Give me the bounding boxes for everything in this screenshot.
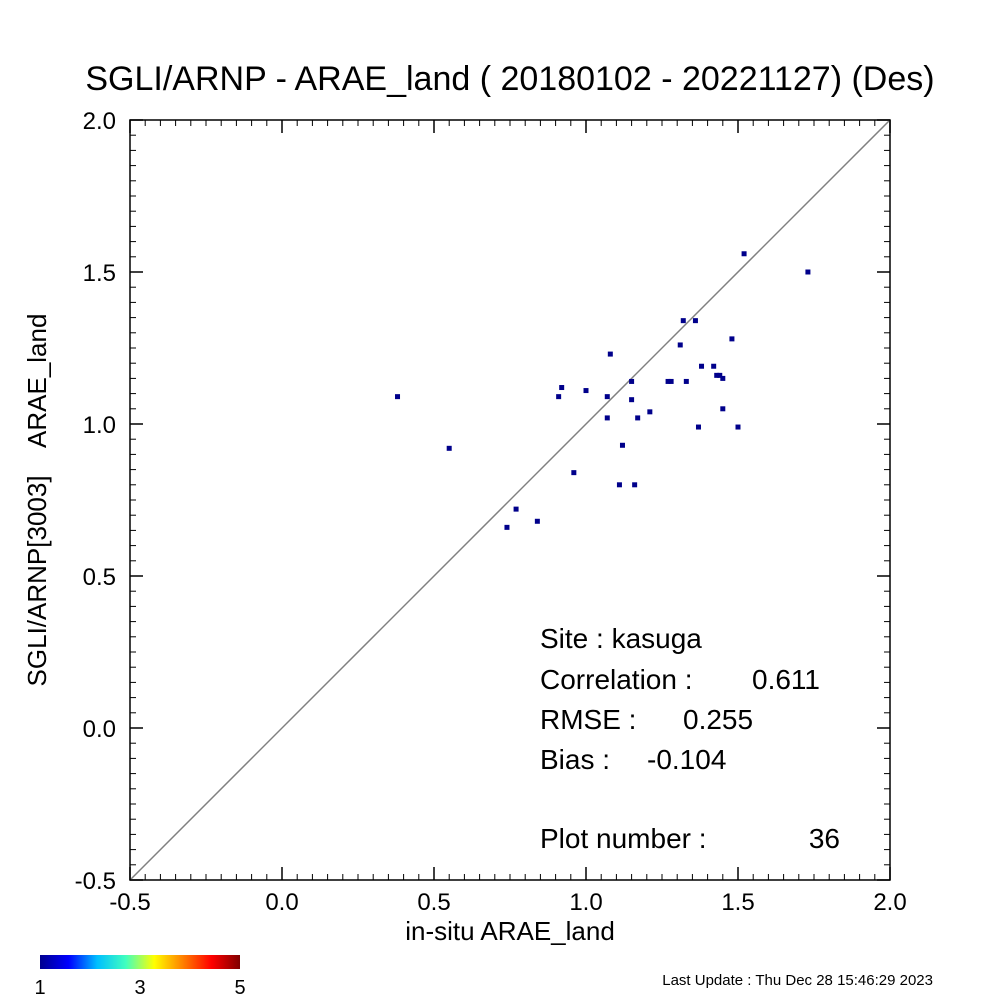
x-tick-labels: -0.5 0.0 0.5 1.0 1.5 2.0	[109, 889, 906, 916]
data-point	[717, 372, 723, 378]
y-tick-label: 0.5	[83, 564, 116, 591]
data-point	[729, 336, 735, 342]
data-point	[647, 409, 653, 415]
data-point	[604, 415, 610, 421]
data-point	[556, 394, 562, 400]
data-point	[683, 378, 689, 384]
data-point	[607, 351, 613, 357]
data-point	[668, 378, 674, 384]
major-ticks	[129, 119, 891, 881]
y-tick-label: 2.0	[83, 108, 116, 135]
x-tick-label: -0.5	[109, 889, 150, 916]
data-point	[534, 518, 540, 524]
data-point	[665, 378, 671, 384]
bias-value: -0.104	[647, 744, 726, 775]
y-tick-label: -0.5	[75, 868, 116, 895]
data-point	[677, 342, 683, 348]
data-point	[559, 385, 565, 391]
data-point	[395, 394, 401, 400]
colorbar-label: 5	[234, 977, 245, 999]
data-point	[714, 372, 720, 378]
data-point	[616, 482, 622, 488]
rmse-label: RMSE :	[540, 704, 636, 735]
plot-number-label: Plot number :	[540, 823, 707, 854]
data-point	[629, 397, 635, 403]
x-tick-label: 1.5	[721, 889, 754, 916]
plot-number-value: 36	[809, 823, 840, 854]
data-point	[692, 318, 698, 324]
data-point	[805, 269, 811, 275]
y-tick-label: 1.5	[83, 260, 116, 287]
colorbar-labels: 1 3 5	[34, 977, 245, 999]
data-point	[680, 318, 686, 324]
y-tick-labels: -0.5 0.0 0.5 1.0 1.5 2.0	[75, 108, 116, 895]
data-point	[604, 394, 610, 400]
data-point	[699, 363, 705, 369]
colorbar-label: 3	[134, 977, 145, 999]
x-tick-label: 2.0	[873, 889, 906, 916]
data-point	[446, 445, 452, 451]
last-update: Last Update : Thu Dec 28 15:46:29 2023	[662, 972, 933, 989]
x-tick-label: 0.0	[265, 889, 298, 916]
x-axis-label: in-situ ARAE_land	[405, 916, 615, 946]
colorbar-label: 1	[34, 977, 45, 999]
rmse-value: 0.255	[683, 704, 753, 735]
data-point	[720, 375, 726, 381]
y-tick-label: 1.0	[83, 412, 116, 439]
data-point	[735, 424, 741, 430]
data-point	[513, 506, 519, 512]
y-axis-label: SGLI/ARNP[3003] ARAE_land	[22, 314, 52, 687]
data-point	[632, 482, 638, 488]
correlation-label: Correlation :	[540, 664, 693, 695]
data-point	[695, 424, 701, 430]
correlation-value: 0.611	[752, 664, 820, 695]
site-label: Site : kasuga	[540, 623, 702, 654]
data-point	[571, 470, 577, 476]
bias-label: Bias :	[540, 744, 610, 775]
data-point	[720, 406, 726, 412]
data-point	[711, 363, 717, 369]
data-point	[741, 251, 747, 257]
x-tick-label: 0.5	[417, 889, 450, 916]
data-points	[395, 251, 811, 530]
stats-box: Site : kasuga Correlation : 0.611 RMSE :…	[540, 623, 840, 854]
data-point	[583, 388, 589, 394]
x-tick-label: 1.0	[569, 889, 602, 916]
one-to-one-line	[130, 120, 890, 880]
y-tick-label: 0.0	[83, 716, 116, 743]
data-point	[629, 378, 635, 384]
data-point	[619, 442, 625, 448]
colorbar	[40, 955, 240, 969]
data-point	[635, 415, 641, 421]
data-point	[504, 524, 510, 530]
chart-title: SGLI/ARNP - ARAE_land ( 20180102 - 20221…	[85, 60, 934, 98]
